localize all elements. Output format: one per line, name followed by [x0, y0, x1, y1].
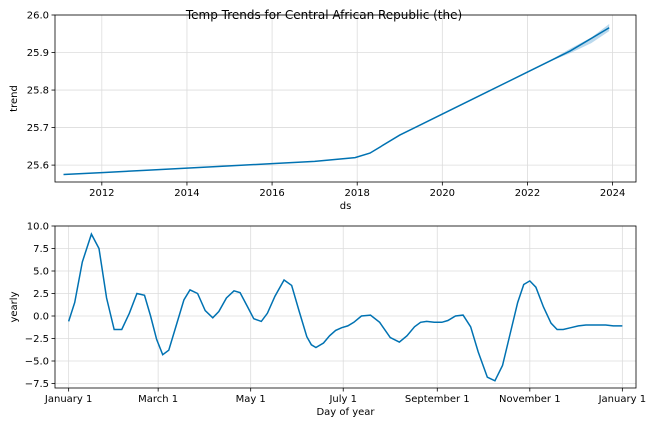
x-tick-label: January 1 [44, 394, 92, 405]
x-tick-label: 2022 [515, 188, 540, 199]
chart-title: Temp Trends for Central African Republic… [185, 8, 462, 22]
trend-x-axis-label: ds [340, 201, 352, 212]
x-tick-label: 2024 [600, 188, 625, 199]
yearly-seasonality-line [67, 232, 623, 382]
x-tick-label: November 1 [499, 394, 561, 405]
yearly-gridlines [55, 225, 636, 388]
x-tick-label: 2014 [174, 188, 199, 199]
y-tick-label: 2.5 [33, 289, 49, 300]
y-tick-label: 26.0 [27, 11, 49, 22]
trend-y-axis: 25.6 25.7 25.8 25.9 26.0 [27, 11, 55, 172]
yearly-y-axis: −7.5 −5.0 −2.5 0.0 2.5 5.0 7.5 10.0 [25, 222, 55, 390]
x-tick-label: 2016 [259, 188, 284, 199]
y-tick-label: 5.0 [33, 267, 49, 278]
yearly-axes-frame [54, 225, 637, 389]
y-tick-label: 25.9 [27, 48, 49, 59]
yearly-x-axis: January 1 March 1 May 1 July 1 September 1 No… [44, 388, 646, 405]
yearly-x-axis-label: Day of year [316, 407, 375, 418]
yearly-y-axis-label: yearly [9, 291, 20, 322]
y-tick-label: 25.7 [27, 123, 49, 134]
trend-line [63, 27, 610, 176]
y-tick-label: −7.5 [25, 379, 49, 390]
y-tick-label: 10.0 [27, 222, 49, 233]
trend-panel: 2012 2014 2016 2018 2020 2022 2024 25.625.725.… [9, 8, 637, 212]
x-tick-label: May 1 [236, 394, 266, 405]
x-tick-label: March 1 [138, 394, 178, 405]
y-tick-label: 25.8 [27, 86, 49, 97]
x-tick-label: 2018 [344, 188, 369, 199]
y-tick-label: 7.5 [33, 244, 49, 255]
trend-uncertainty-band [548, 24, 610, 62]
trend-axes-frame [54, 14, 637, 183]
x-tick-label: 2012 [89, 188, 114, 199]
yearly-panel: January 1 March 1 May 1 July 1 September 1 No… [9, 222, 646, 419]
y-tick-label: −2.5 [25, 334, 49, 345]
trend-gridlines [55, 14, 636, 182]
y-tick-label: 25.6 [27, 161, 49, 172]
y-tick-label: −5.0 [25, 357, 49, 368]
y-tick-label: 0.0 [33, 312, 49, 323]
x-tick-label: July 1 [328, 394, 357, 405]
trend-y-axis-label: trend [9, 85, 20, 112]
trend-x-axis: 2012 2014 2016 2018 2020 2022 2024 [89, 182, 625, 199]
x-tick-label: January 1 [598, 394, 646, 405]
x-tick-label: September 1 [405, 394, 470, 405]
x-tick-label: 2020 [430, 188, 455, 199]
